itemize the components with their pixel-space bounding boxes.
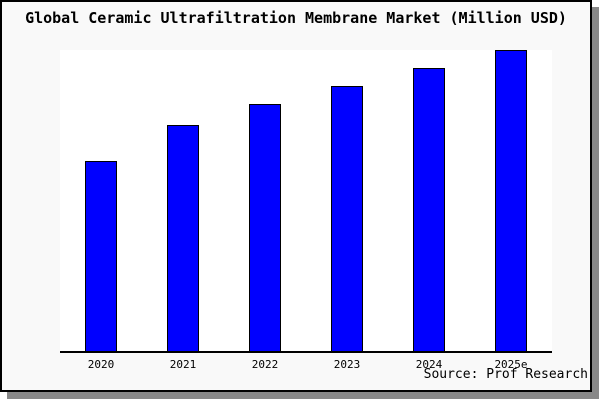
plot-area: [60, 50, 552, 353]
bar-2020: [85, 161, 117, 351]
bar-2021: [167, 125, 199, 351]
bar-slot: [470, 50, 552, 351]
bar-2024: [413, 68, 445, 351]
chart-card: Global Ceramic Ultrafiltration Membrane …: [0, 0, 592, 392]
x-axis-label: 2024: [415, 358, 443, 371]
bar-2022: [249, 104, 281, 351]
bar-2023: [331, 86, 363, 351]
x-axis-label: 2021: [169, 358, 197, 371]
chart-title: Global Ceramic Ultrafiltration Membrane …: [25, 9, 567, 27]
bar-slot: [60, 50, 142, 351]
x-axis-label: 2023: [333, 358, 361, 371]
bar-slot: [224, 50, 306, 351]
source-caption: Source: Prof Research: [423, 367, 588, 382]
x-axis-label: 2020: [87, 358, 115, 371]
bar-slot: [306, 50, 388, 351]
bar-slot: [142, 50, 224, 351]
x-axis-label: 2022: [251, 358, 279, 371]
bar-slot: [388, 50, 470, 351]
bar-2025e: [495, 50, 527, 351]
bars-container: [60, 50, 552, 351]
x-axis-label: 2025e: [494, 358, 528, 371]
x-axis-labels: 2020 2021 2022 2023 2024 2025e: [60, 358, 552, 371]
